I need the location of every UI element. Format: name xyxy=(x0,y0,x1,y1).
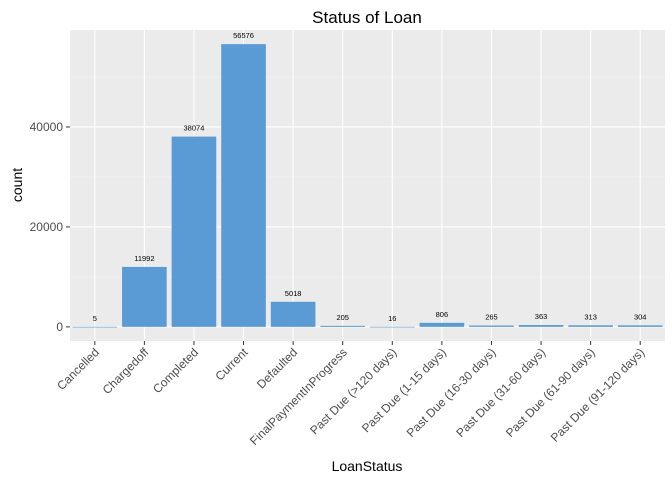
bars-group xyxy=(72,44,663,328)
y-axis-title: count xyxy=(9,168,25,202)
bar xyxy=(122,266,167,327)
y-tick-label: 20000 xyxy=(30,220,64,234)
bar xyxy=(171,136,217,327)
bar-data-label: 56576 xyxy=(233,31,254,40)
chart-title: Status of Loan xyxy=(312,8,422,27)
x-tick-label: Past Due (31-60 days) xyxy=(453,345,548,440)
bar xyxy=(469,325,514,327)
bar-data-label: 265 xyxy=(485,313,498,322)
x-tick-label: FinalPaymentInProgress xyxy=(247,345,350,448)
y-axis: 0 20000 40000 xyxy=(30,120,70,334)
bar xyxy=(221,44,266,327)
y-tick-label: 40000 xyxy=(30,120,64,134)
x-tick-label: Past Due (16-30 days) xyxy=(404,345,499,440)
bar-data-label: 806 xyxy=(436,310,449,319)
bar-data-label: 205 xyxy=(336,313,349,322)
bar xyxy=(320,325,366,327)
bar-data-label: 5 xyxy=(93,314,97,323)
bar xyxy=(617,325,663,327)
bar-data-label: 11992 xyxy=(134,254,154,263)
plot-panel xyxy=(70,30,665,341)
bar xyxy=(369,326,415,328)
x-tick-label: Chargedoff xyxy=(100,345,152,397)
bar xyxy=(568,325,613,327)
x-tick-label: Past Due (1-15 days) xyxy=(359,345,449,435)
bar-data-label: 5018 xyxy=(285,289,302,298)
y-tick-label: 0 xyxy=(56,320,63,334)
bar-data-label: 304 xyxy=(634,312,647,321)
x-tick-label: Cancelled xyxy=(54,345,102,393)
x-tick-label: Current xyxy=(212,345,251,384)
bar xyxy=(518,325,564,327)
x-tick-label: Past Due (61-90 days) xyxy=(503,345,598,440)
bar-data-label: 16 xyxy=(388,314,396,323)
bar xyxy=(72,326,118,328)
bar-data-label: 313 xyxy=(584,312,597,321)
x-axis-title: LoanStatus xyxy=(332,458,403,474)
x-tick-label: Defaulted xyxy=(254,345,300,391)
x-tick-label: Completed xyxy=(150,345,201,396)
bar xyxy=(270,301,316,327)
bar-data-label: 363 xyxy=(535,312,548,321)
x-tick-label: Past Due (91-120 days) xyxy=(548,345,648,445)
bar-data-labels: 5 11992 38074 56576 5018 205 16 806 265 363 313 304 xyxy=(93,31,647,323)
bar-data-label: 38074 xyxy=(184,124,205,133)
bar xyxy=(419,322,465,327)
x-tick-label: Past Due (>120 days) xyxy=(307,345,399,437)
